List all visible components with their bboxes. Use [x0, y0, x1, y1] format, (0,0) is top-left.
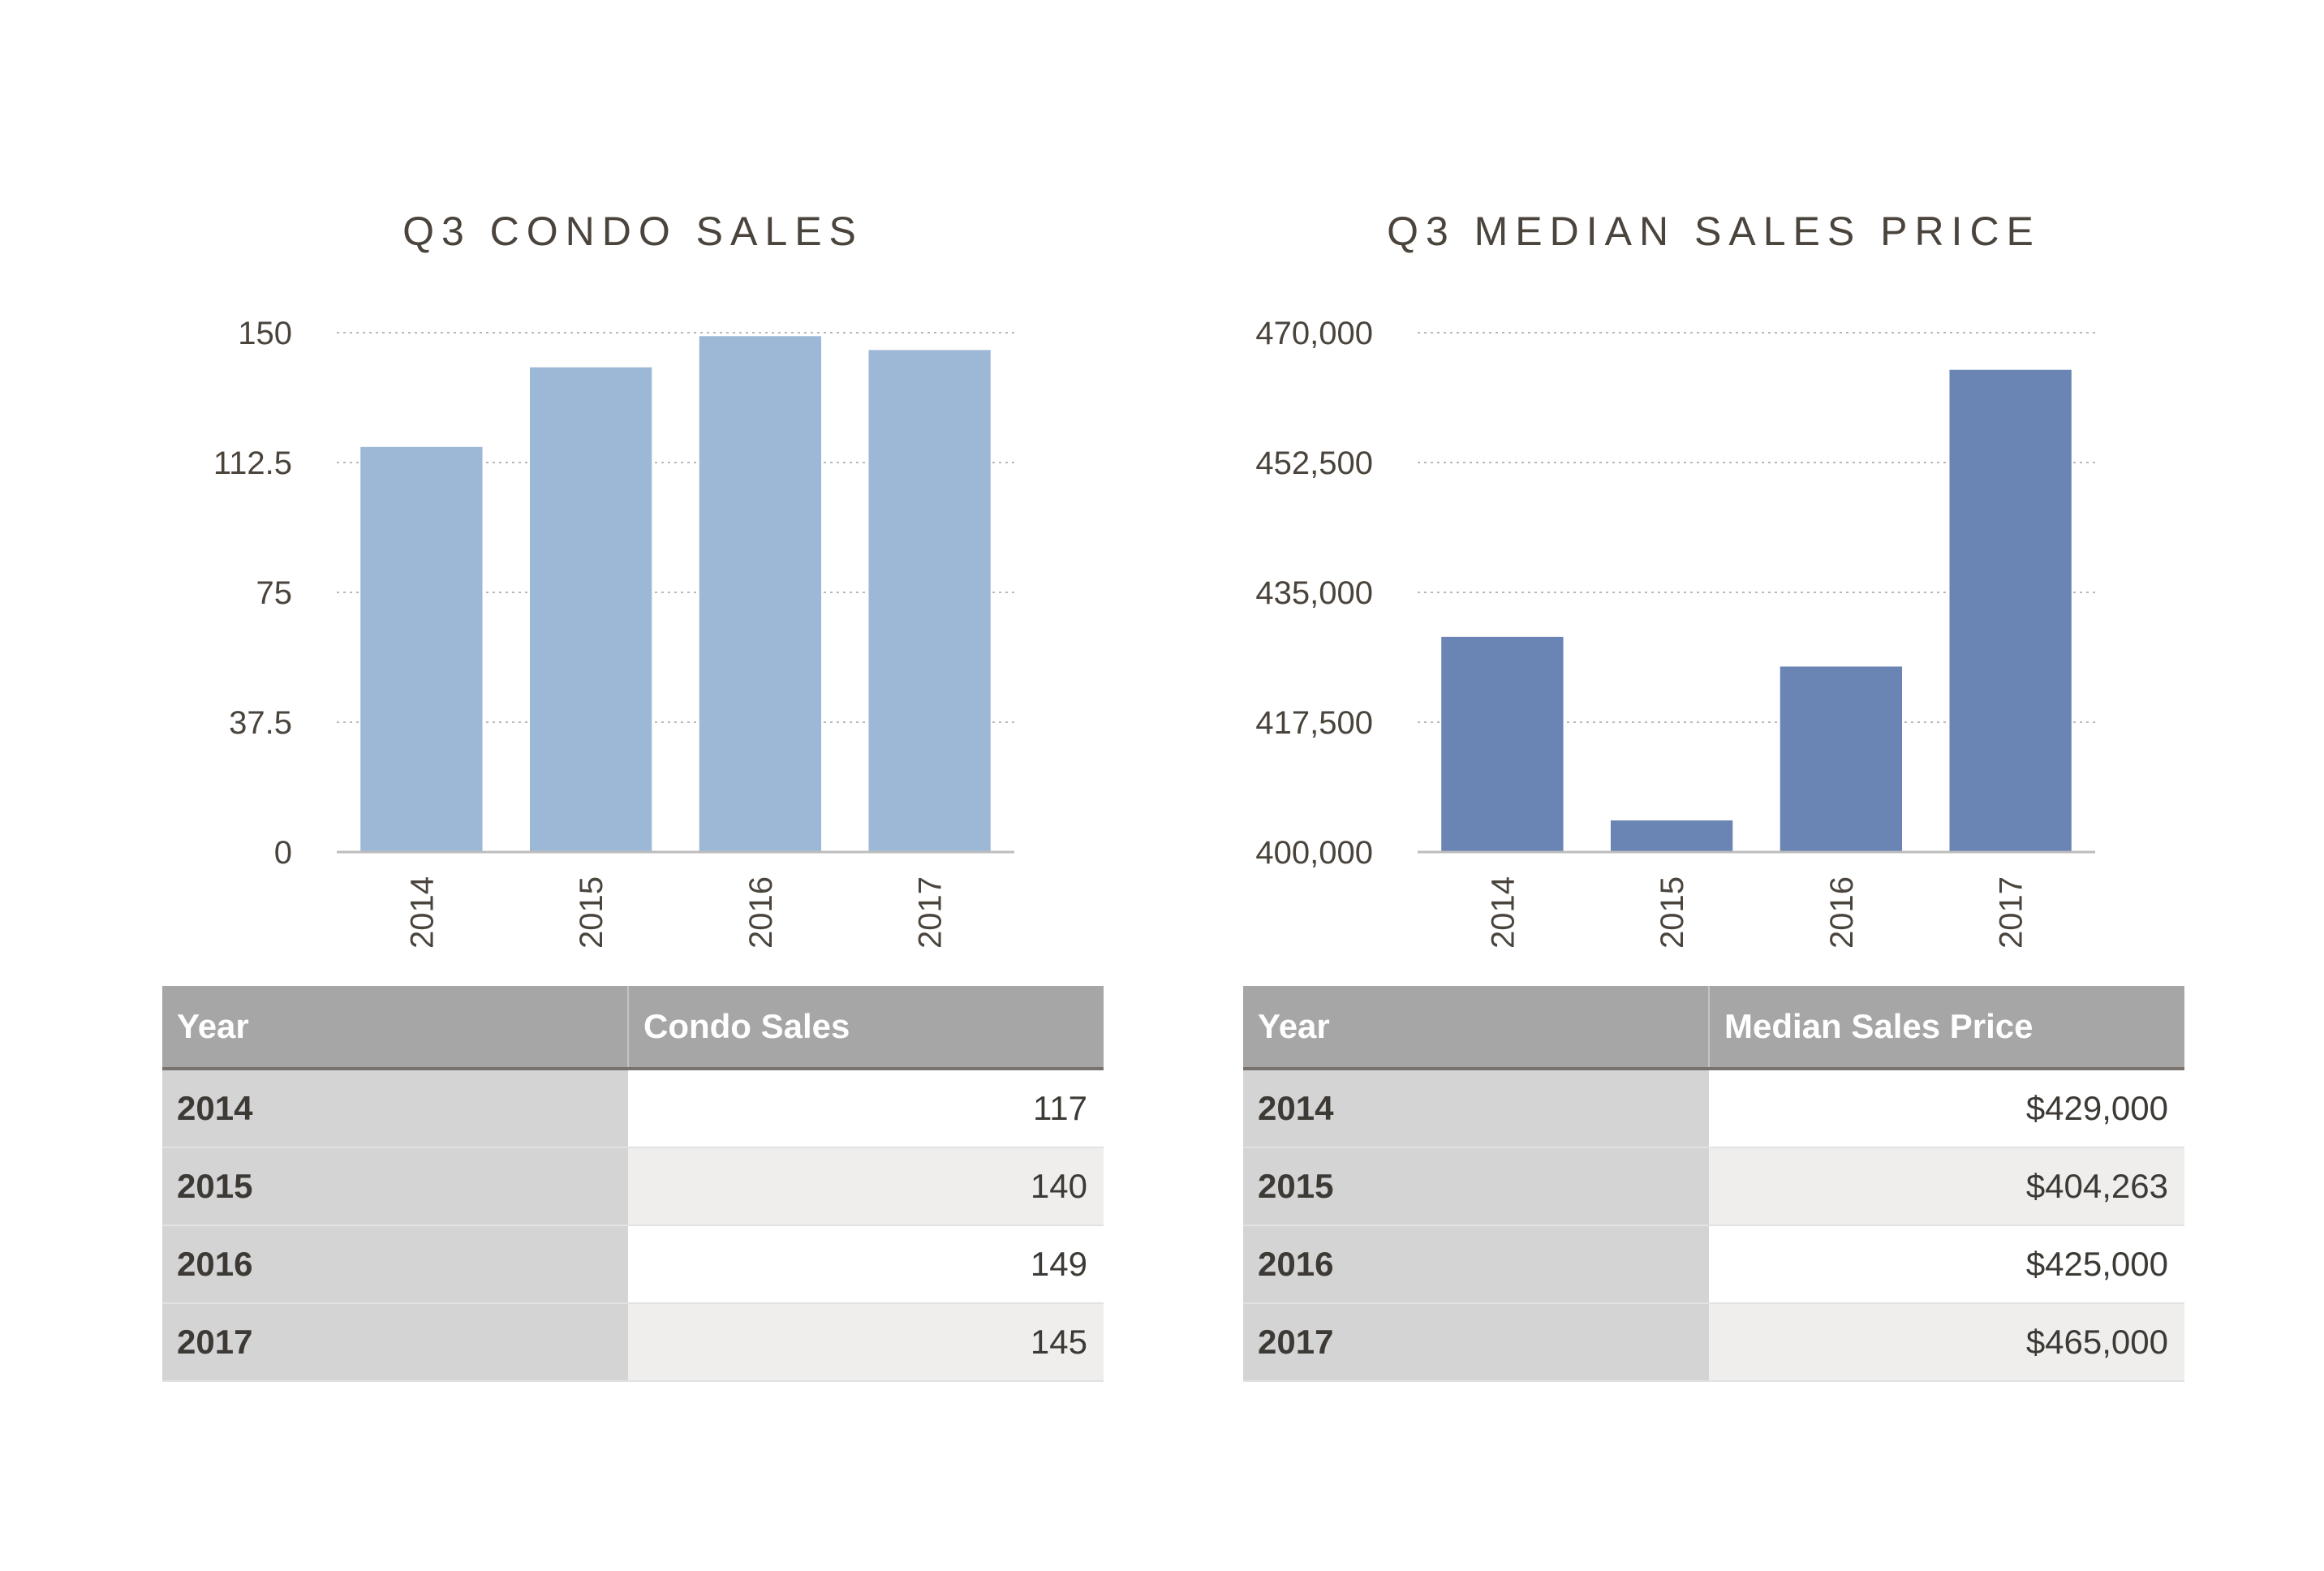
x-tick-label: 2015: [574, 876, 609, 949]
median-price-bar-chart: 400,000 417,500 435,000 452,500 470,000 2014 2…: [1255, 316, 2095, 949]
x-tick-label: 2016: [1824, 876, 1860, 949]
y-tick-label: 150: [238, 316, 292, 351]
year-cell: 2017: [1243, 1303, 1709, 1382]
x-tick-label: 2014: [404, 876, 440, 949]
chart-title: Q3 CONDO SALES: [402, 209, 863, 254]
year-cell: 2014: [1243, 1069, 1709, 1148]
median-price-table: Year Median Sales Price 2014 $429,000 20…: [1243, 986, 2184, 1382]
y-tick-label: 112.5: [213, 445, 292, 481]
y-tick-label: 400,000: [1255, 835, 1373, 871]
value-cell: $404,263: [1709, 1147, 2184, 1226]
year-cell: 2017: [162, 1303, 628, 1382]
x-tick-label: 2015: [1655, 876, 1690, 949]
table-header-row: Year Condo Sales: [162, 986, 1104, 1070]
year-cell: 2015: [1243, 1147, 1709, 1226]
bar: [360, 446, 483, 852]
bar: [529, 367, 652, 853]
value-cell: 117: [628, 1069, 1104, 1148]
y-tick-label: 0: [274, 835, 292, 871]
value-cell: $425,000: [1709, 1225, 2184, 1304]
table-row: 2014 117: [162, 1069, 1104, 1148]
table-row: 2016 149: [162, 1225, 1104, 1304]
value-cell: $429,000: [1709, 1069, 2184, 1148]
y-tick-label: 435,000: [1255, 575, 1373, 611]
value-cell: 149: [628, 1225, 1104, 1304]
year-cell: 2016: [1243, 1225, 1709, 1304]
condo-sales-table: Year Condo Sales 2014 117 2015 140 2016 …: [162, 986, 1104, 1382]
table-row: 2016 $425,000: [1243, 1225, 2184, 1304]
year-cell: 2015: [162, 1147, 628, 1226]
column-header-year: Year: [162, 986, 629, 1070]
table-row: 2015 $404,263: [1243, 1147, 2184, 1226]
bar: [1949, 369, 2072, 852]
column-header-year: Year: [1243, 986, 1710, 1070]
bar: [1441, 636, 1564, 852]
year-cell: 2016: [162, 1225, 628, 1304]
value-cell: 140: [628, 1147, 1104, 1226]
table-header-row: Year Median Sales Price: [1243, 986, 2184, 1070]
y-tick-label: 37.5: [229, 705, 292, 741]
column-header-condo-sales: Condo Sales: [628, 986, 1104, 1070]
value-cell: $465,000: [1709, 1303, 2184, 1382]
x-tick-label: 2017: [913, 876, 949, 949]
table-row: 2017 145: [162, 1303, 1104, 1382]
table-row: 2017 $465,000: [1243, 1303, 2184, 1382]
value-cell: 145: [628, 1303, 1104, 1382]
x-tick-label: 2017: [1994, 876, 2029, 949]
x-tick-label: 2016: [743, 876, 779, 949]
bar: [1610, 820, 1733, 852]
column-header-median-sales-price: Median Sales Price: [1709, 986, 2184, 1070]
chart-title: Q3 MEDIAN SALES PRICE: [1387, 209, 2041, 254]
bar: [868, 350, 991, 852]
y-tick-label: 470,000: [1255, 316, 1373, 351]
condo-sales-panel: Q3 CONDO SALES 0 37.5 75 112.5 150 2014 2015 20…: [162, 187, 1104, 1382]
x-tick-label: 2014: [1485, 876, 1521, 949]
y-tick-label: 75: [256, 575, 293, 611]
y-tick-label: 417,500: [1255, 705, 1373, 741]
year-cell: 2014: [162, 1069, 628, 1148]
table-row: 2015 140: [162, 1147, 1104, 1226]
table-row: 2014 $429,000: [1243, 1069, 2184, 1148]
bar: [1780, 666, 1903, 852]
y-tick-label: 452,500: [1255, 445, 1373, 481]
condo-sales-bar-chart: 0 37.5 75 112.5 150 2014 2015 2016 2017: [213, 316, 1014, 949]
bar: [699, 336, 822, 852]
median-price-panel: Q3 MEDIAN SALES PRICE 400,000 417,500 435,…: [1243, 187, 2184, 1382]
